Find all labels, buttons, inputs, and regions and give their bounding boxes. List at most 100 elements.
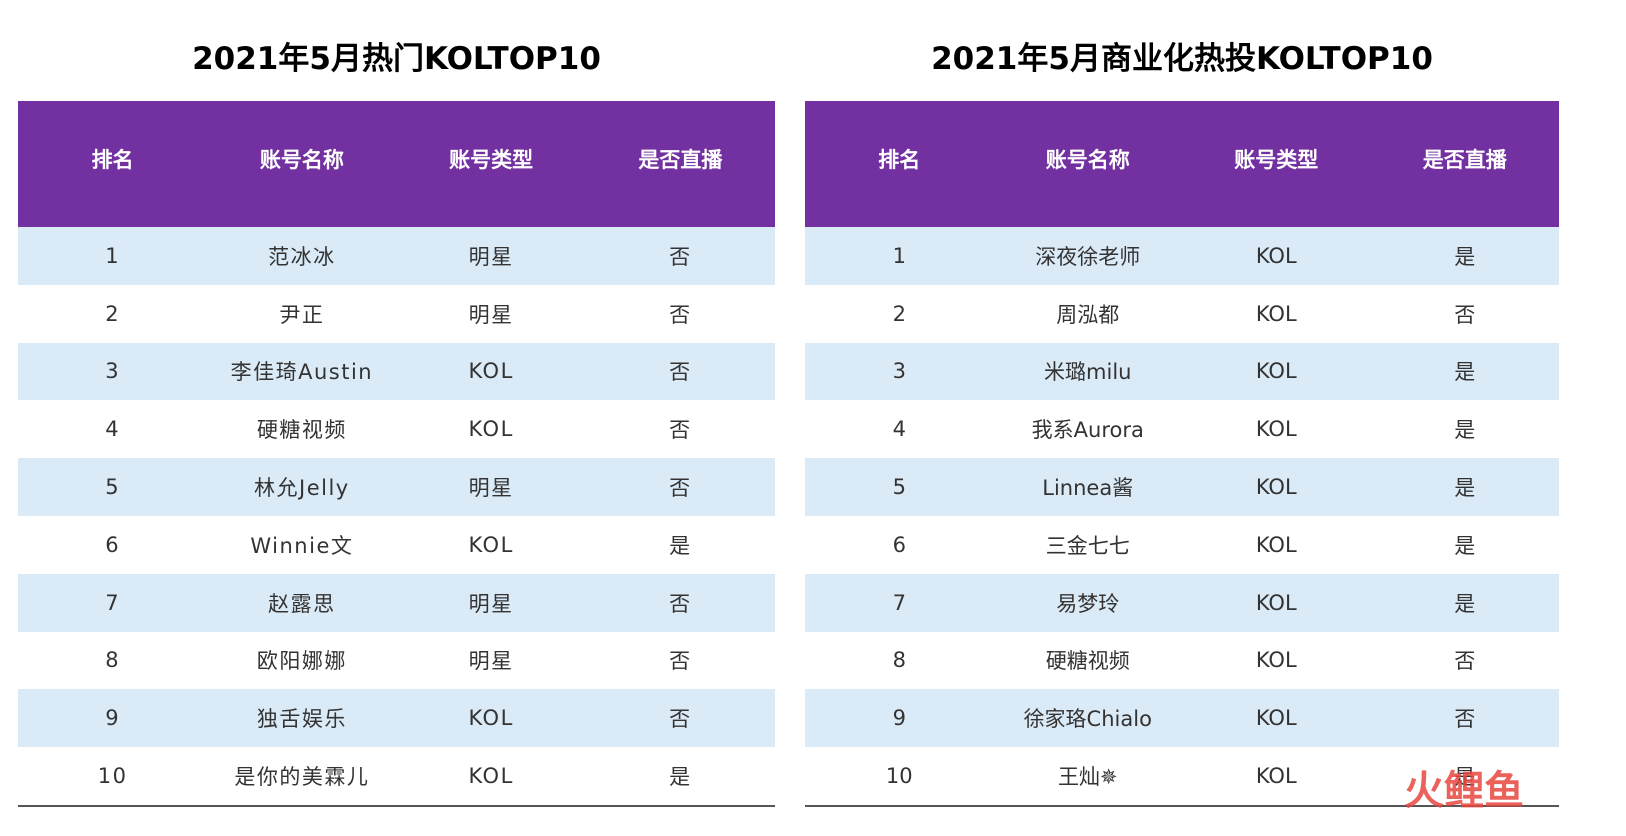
table-bottom-border [18,804,775,807]
account-name-cell: 林允Jelly [254,476,350,501]
rank-cell: 5 [105,475,121,500]
live-cell: 是 [669,765,692,790]
rank-cell: 6 [105,532,121,557]
rank-cell: 3 [892,359,906,384]
account-type-cell: 明星 [468,244,514,269]
right-table-panel: 2021年5月商业化热投KOLTOP10 排名 账号名称 账号类型 是否直播 1… [805,0,1559,807]
header-account-name: 账号名称 [1045,148,1130,172]
account-type-cell: KOL [1255,706,1297,731]
table-row: 2 周泓都 KOL 否 [805,285,1559,343]
account-name-cell: 范冰冰 [268,244,336,269]
table-row: 10 王灿✵ KOL 是 [805,747,1559,805]
account-name-cell: Linnea酱 [1042,476,1134,501]
account-type-cell: KOL [468,764,514,789]
rank-cell: 10 [97,764,128,789]
live-cell: 否 [669,476,692,501]
live-cell: 是 [1454,244,1476,269]
table-row: 1 范冰冰 明星 否 [18,227,775,285]
account-name-cell: 我系Aurora [1031,418,1144,443]
rank-cell: 4 [892,417,906,442]
table-row: 3 李佳琦Austin KOL 否 [18,342,775,401]
left-table-title: 2021年5月热门KOLTOP10 [192,41,601,77]
table-header-row: 排名 账号名称 账号类型 是否直播 [18,101,775,227]
account-type-cell: 明星 [468,649,514,674]
rank-cell: 2 [892,301,906,326]
table-row: 6 Winnie文 KOL 是 [18,516,775,574]
table-row: 4 我系Aurora KOL 是 [805,400,1559,458]
table-row: 1 深夜徐老师 KOL 是 [805,227,1559,285]
account-name-cell: 欧阳娜娜 [256,649,347,674]
table-row: 7 赵露思 明星 否 [18,573,775,632]
account-name-cell: Winnie文 [250,533,354,558]
account-name-cell: 李佳琦Austin [230,360,374,385]
table-row: 8 硬糖视频 KOL 否 [805,632,1559,690]
account-type-cell: KOL [1255,590,1297,615]
table-row: 8 欧阳娜娜 明星 否 [18,632,775,690]
account-type-cell: KOL [1255,475,1297,500]
table-row: 7 易梦玲 KOL 是 [805,573,1559,632]
table-row: 9 独舌娱乐 KOL 否 [18,689,775,748]
live-cell: 是 [669,533,692,558]
account-name-cell: 硬糖视频 [256,418,347,443]
live-cell: 否 [669,591,692,616]
table-row: 3 米璐milu KOL 是 [805,342,1559,401]
right-table-title: 2021年5月商业化热投KOLTOP10 [931,41,1433,77]
header-account-name: 账号名称 [259,148,344,172]
header-account-type: 账号类型 [449,148,534,172]
account-type-cell: KOL [1255,359,1297,384]
header-live: 是否直播 [638,148,723,172]
account-name-cell: 深夜徐老师 [1035,244,1141,269]
account-name-cell: 周泓都 [1056,302,1120,327]
left-ranking-table: 排名 账号名称 账号类型 是否直播 1 范冰冰 明星否 2 尹正 明星否 3 李佳琦Austi… [18,101,775,805]
account-type-cell: KOL [468,359,514,384]
table-row: 4 硬糖视频 KOL 否 [18,400,775,458]
table-row: 10 是你的美霖儿 KOL 是 [18,747,775,805]
live-cell: 是 [1454,360,1476,385]
rank-cell: 8 [105,648,121,673]
account-name-cell: 赵露思 [268,591,336,616]
live-cell: 否 [669,707,692,732]
account-name-cell: 独舌娱乐 [256,707,347,732]
live-cell: 否 [1454,707,1476,732]
account-name-cell: 是你的美霖儿 [234,765,370,790]
live-cell: 是 [1454,533,1476,558]
rank-cell: 9 [892,706,906,731]
rank-cell: 1 [892,243,906,268]
header-rank: 排名 [878,148,921,172]
table-row: 5 Linnea酱 KOL 是 [805,458,1559,516]
account-type-cell: KOL [1255,764,1297,789]
account-name-cell: 尹正 [279,302,325,327]
account-name-cell: 硬糖视频 [1045,649,1130,674]
right-ranking-table: 排名 账号名称 账号类型 是否直播 1 深夜徐老师 KOL 是 2 周泓都 KOL 否 3 米璐m… [805,101,1559,805]
header-rank: 排名 [91,148,134,172]
table-row: 6 三金七七 KOL 是 [805,516,1559,574]
live-cell: 是 [1454,765,1476,790]
account-name-cell: 徐家珞Chialo [1023,707,1152,732]
rank-cell: 9 [105,706,121,731]
header-account-type: 账号类型 [1234,148,1319,172]
live-cell: 否 [1454,649,1476,674]
live-cell: 否 [669,244,692,269]
rank-cell: 7 [105,590,121,615]
rank-cell: 7 [892,590,906,615]
table-row: 5 林允Jelly 明星 否 [18,458,775,516]
account-type-cell: KOL [1255,648,1297,673]
header-live: 是否直播 [1422,148,1507,172]
table-header-row: 排名 账号名称 账号类型 是否直播 [805,101,1559,227]
live-cell: 是 [1454,476,1476,501]
account-type-cell: KOL [1255,301,1297,326]
account-name-cell: 王灿✵ [1057,765,1118,790]
account-type-cell: 明星 [468,591,514,616]
account-type-cell: KOL [1255,532,1297,557]
rank-cell: 8 [892,648,906,673]
live-cell: 是 [1454,418,1476,443]
rank-cell: 6 [892,532,906,557]
live-cell: 是 [1454,591,1476,616]
account-type-cell: 明星 [468,302,514,327]
account-type-cell: 明星 [468,476,514,501]
live-cell: 否 [1454,302,1476,327]
account-name-cell: 三金七七 [1045,533,1130,558]
rank-cell: 10 [885,764,913,789]
live-cell: 否 [669,302,692,327]
rank-cell: 3 [105,359,121,384]
